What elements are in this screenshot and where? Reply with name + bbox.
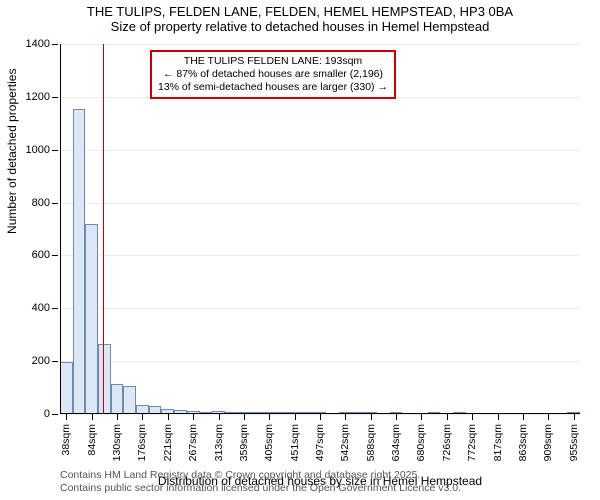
bars-group <box>60 44 580 414</box>
y-tick-label: 1200 <box>26 91 50 103</box>
y-tick <box>52 44 58 45</box>
y-axis-line <box>60 44 61 414</box>
histogram-bar <box>111 384 124 414</box>
x-tick <box>320 414 321 420</box>
x-tick <box>472 414 473 420</box>
histogram-bar <box>73 109 86 414</box>
histogram-bar <box>85 224 98 414</box>
y-tick <box>52 203 58 204</box>
y-tick-label: 800 <box>32 197 50 209</box>
y-tick-label: 600 <box>32 249 50 261</box>
x-tick <box>548 414 549 420</box>
histogram-bar <box>60 362 73 414</box>
title-line-1: THE TULIPS, FELDEN LANE, FELDEN, HEMEL H… <box>0 4 600 19</box>
x-tick-label: 680sqm <box>415 424 427 461</box>
x-tick <box>269 414 270 420</box>
y-axis-title: Number of detached properties <box>5 69 19 234</box>
x-tick-label: 497sqm <box>314 424 326 461</box>
x-tick-label: 817sqm <box>492 424 504 461</box>
x-tick-label: 955sqm <box>568 424 580 461</box>
x-tick <box>295 414 296 420</box>
x-tick <box>142 414 143 420</box>
x-tick <box>92 414 93 420</box>
y-tick <box>52 97 58 98</box>
reference-line <box>103 44 104 414</box>
y-tick <box>52 308 58 309</box>
y-tick-label: 1000 <box>26 144 50 156</box>
x-tick-label: 542sqm <box>339 424 351 461</box>
x-tick <box>396 414 397 420</box>
x-tick <box>193 414 194 420</box>
y-tick <box>52 414 58 415</box>
x-tick-label: 84sqm <box>86 424 98 456</box>
x-tick-label: 359sqm <box>238 424 250 461</box>
x-tick <box>421 414 422 420</box>
callout-line-3: 13% of semi-detached houses are larger (… <box>158 81 388 94</box>
y-tick <box>52 361 58 362</box>
title-line-2: Size of property relative to detached ho… <box>0 19 600 34</box>
x-tick-label: 772sqm <box>466 424 478 461</box>
x-tick <box>523 414 524 420</box>
y-tick-label: 200 <box>32 355 50 367</box>
callout-line-2: ← 87% of detached houses are smaller (2,… <box>158 68 388 81</box>
x-tick <box>117 414 118 420</box>
footer: Contains HM Land Registry data © Crown c… <box>60 469 461 496</box>
footer-line-2: Contains public sector information licen… <box>60 482 461 496</box>
x-tick-label: 726sqm <box>441 424 453 461</box>
callout-box: THE TULIPS FELDEN LANE: 193sqm ← 87% of … <box>150 50 396 99</box>
x-tick <box>219 414 220 420</box>
x-tick-label: 405sqm <box>263 424 275 461</box>
callout-line-1: THE TULIPS FELDEN LANE: 193sqm <box>158 55 388 68</box>
x-tick <box>244 414 245 420</box>
x-tick-label: 130sqm <box>111 424 123 461</box>
y-tick <box>52 150 58 151</box>
x-tick-label: 909sqm <box>542 424 554 461</box>
x-tick <box>168 414 169 420</box>
y-tick <box>52 255 58 256</box>
x-tick-label: 588sqm <box>365 424 377 461</box>
x-tick <box>345 414 346 420</box>
x-tick <box>371 414 372 420</box>
x-tick <box>447 414 448 420</box>
x-tick <box>574 414 575 420</box>
x-tick <box>498 414 499 420</box>
x-tick-label: 176sqm <box>136 424 148 461</box>
x-tick <box>66 414 67 420</box>
x-tick-label: 221sqm <box>162 424 174 461</box>
y-tick-label: 1400 <box>26 38 50 50</box>
histogram-bar <box>98 344 111 414</box>
title-block: THE TULIPS, FELDEN LANE, FELDEN, HEMEL H… <box>0 4 600 34</box>
x-tick-label: 38sqm <box>60 424 72 456</box>
plot-area: Number of detached properties 0200400600… <box>60 44 580 414</box>
x-tick-label: 267sqm <box>187 424 199 461</box>
x-tick-label: 451sqm <box>289 424 301 461</box>
footer-line-1: Contains HM Land Registry data © Crown c… <box>60 469 461 483</box>
histogram-bar <box>123 386 136 414</box>
x-tick-label: 313sqm <box>213 424 225 461</box>
y-tick-label: 400 <box>32 302 50 314</box>
chart-container: THE TULIPS, FELDEN LANE, FELDEN, HEMEL H… <box>0 0 600 500</box>
x-tick-label: 863sqm <box>517 424 529 461</box>
y-tick-label: 0 <box>44 408 50 420</box>
x-tick-label: 634sqm <box>390 424 402 461</box>
